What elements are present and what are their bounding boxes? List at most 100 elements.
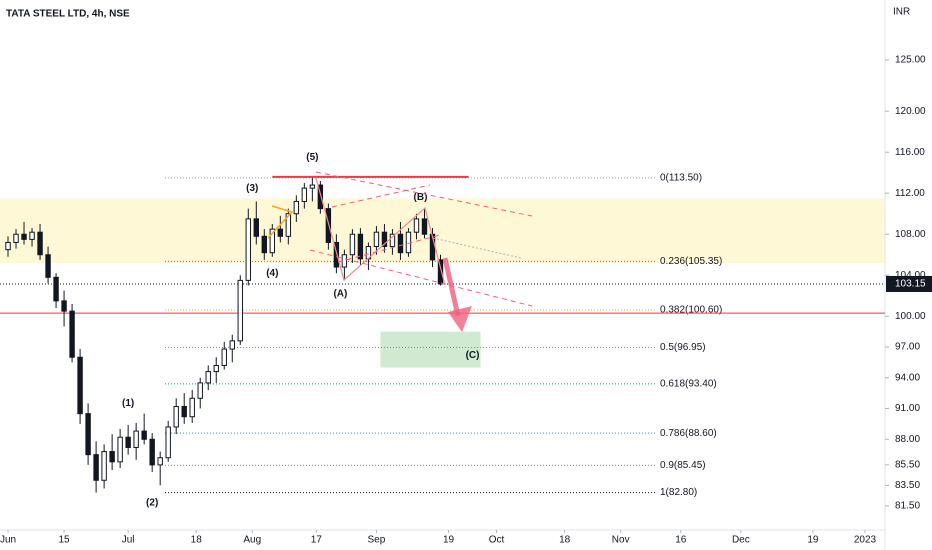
y-tick-label: 81.50 — [895, 501, 920, 512]
candle-body — [85, 413, 91, 456]
x-tick-label: 2023 — [854, 535, 877, 546]
candle-body — [413, 218, 420, 233]
candle-body — [189, 397, 195, 418]
y-tick-label: 108.00 — [895, 229, 926, 240]
trend-line — [331, 184, 431, 208]
y-tick-label: 125.00 — [895, 55, 926, 66]
candle-body — [269, 228, 276, 254]
candle-body — [253, 218, 259, 237]
candle-body — [101, 451, 107, 481]
candle-body — [37, 231, 43, 256]
candle-body — [181, 405, 187, 418]
fib-label: 0(113.50) — [660, 173, 702, 184]
candle-body — [373, 231, 380, 248]
fib-label: 0.618(93.40) — [660, 379, 717, 390]
x-tick-label: 19 — [807, 535, 819, 546]
candle-body — [213, 364, 219, 373]
x-tick-label: 16 — [675, 535, 687, 546]
candle-body — [165, 426, 171, 459]
currency-label: INR — [893, 7, 910, 18]
wave-label: (1) — [122, 398, 134, 409]
candle-body — [317, 184, 324, 210]
candle-body — [381, 231, 388, 248]
x-tick-label: Nov — [612, 535, 630, 546]
candle-body — [125, 436, 131, 448]
candle-body — [13, 233, 19, 243]
x-tick-label: 18 — [559, 535, 571, 546]
y-tick-label: 120.00 — [895, 106, 926, 117]
fib-label: 0.9(85.45) — [660, 460, 706, 471]
trend-line — [315, 171, 533, 217]
candle-body — [421, 218, 428, 235]
x-tick-label: 17 — [311, 535, 323, 546]
candle-body — [221, 348, 227, 366]
candle-body — [333, 241, 340, 268]
candle-body — [293, 200, 300, 215]
candle-body — [285, 213, 292, 237]
candle-body — [309, 184, 316, 189]
wave-zigzag — [315, 177, 446, 286]
x-tick-label: Sep — [368, 535, 386, 546]
candle-body — [197, 382, 203, 399]
fib-label: 1(82.80) — [660, 487, 697, 498]
background-layer — [0, 177, 885, 494]
candle-body — [261, 235, 268, 254]
triangle-pattern — [267, 205, 294, 239]
candle-body — [5, 241, 11, 251]
y-tick-label: 83.50 — [895, 480, 920, 491]
target-box — [380, 331, 481, 368]
wave-label: (2) — [146, 497, 158, 508]
candle-body — [277, 228, 284, 237]
candle-body — [397, 233, 404, 254]
wave-label: (A) — [333, 288, 347, 299]
y-tick-label: 116.00 — [895, 147, 925, 158]
candle-body — [437, 259, 444, 285]
candle-body — [149, 438, 155, 466]
chart-title: TATA STEEL LTD, 4h, NSE — [6, 9, 130, 20]
wave-label: (3) — [246, 183, 258, 194]
candle-body — [141, 430, 147, 440]
candle-body — [109, 451, 115, 463]
candle-body — [357, 233, 364, 260]
y-tick-label: 88.00 — [895, 434, 920, 445]
candle-body — [21, 233, 27, 240]
candle-body — [53, 276, 59, 302]
x-tick-label: Oct — [489, 535, 505, 546]
projection-line — [432, 237, 522, 259]
y-tick-label: 97.00 — [895, 342, 920, 353]
candle-body — [133, 430, 139, 448]
wave-label: (B) — [414, 192, 428, 203]
candle-body — [93, 454, 99, 481]
arrow-head — [448, 306, 472, 332]
fib-label: 0.236(105.35) — [660, 256, 722, 267]
x-tick-label: Aug — [243, 535, 261, 546]
x-tick-label: 19 — [443, 535, 455, 546]
x-tick-label: Jun — [0, 535, 16, 546]
y-tick-label: 85.50 — [895, 460, 920, 471]
candle-body — [61, 300, 67, 312]
candle-body — [45, 254, 51, 278]
candle-body — [229, 340, 235, 350]
y-tick-label: 104.00 — [895, 270, 926, 281]
last-price-box — [886, 275, 932, 292]
candle-body — [117, 436, 123, 463]
last-price-label: 103.15 — [895, 279, 926, 290]
x-tick-label: Dec — [732, 535, 750, 546]
fib-label: 0.786(88.60) — [660, 428, 717, 439]
candle-body — [205, 371, 211, 384]
fib-label: 0.382(100.60) — [660, 305, 722, 316]
candle-body — [245, 218, 251, 281]
y-tick-label: 91.00 — [895, 403, 920, 414]
drawings — [267, 171, 533, 332]
candle-body — [389, 233, 396, 248]
candle-body — [301, 187, 308, 202]
wave-label: (C) — [466, 350, 480, 361]
y-tick-label: 112.00 — [895, 188, 925, 199]
wave-label: (4) — [266, 268, 278, 279]
y-tick-label: 94.00 — [895, 372, 920, 383]
candle-body — [349, 233, 356, 256]
candle-body — [325, 208, 332, 243]
support-zone — [0, 198, 885, 263]
arrow-shaft — [442, 257, 461, 317]
